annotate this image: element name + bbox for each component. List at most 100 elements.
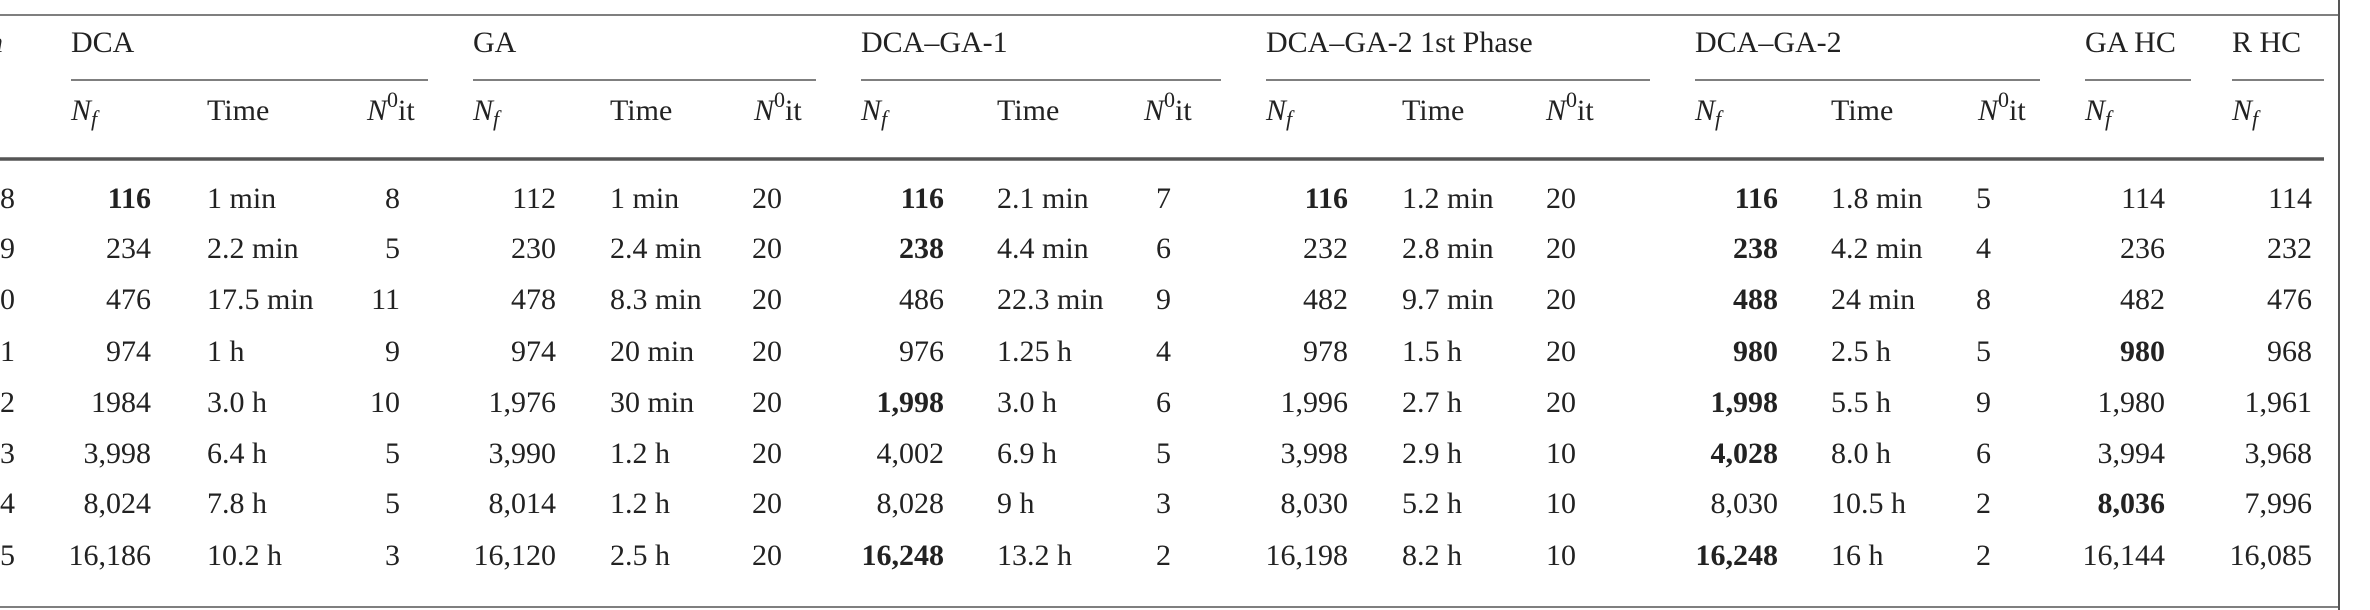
nf-sub: f — [1715, 106, 1724, 131]
cell: 8,024 — [84, 487, 152, 520]
cell: 974 — [511, 335, 556, 368]
iter-rest: it — [1577, 94, 1594, 127]
cell: 5.5 h — [1831, 386, 1891, 419]
iter-sup: 0 — [1164, 87, 1175, 112]
time-header: Time — [1831, 94, 1893, 127]
iter-header: N0it — [753, 87, 802, 127]
cell: 1.25 h — [997, 335, 1072, 368]
group-header: DCA–GA-2 1st Phase — [1266, 26, 1533, 59]
cell: 486 — [899, 283, 944, 316]
iter-rest: it — [785, 94, 802, 127]
cell: 24 min — [1831, 283, 1915, 316]
cell: 2.5 h — [1831, 335, 1891, 368]
cell: 234 — [106, 232, 151, 265]
cell: 16 h — [1831, 539, 1884, 572]
iter-header: N0it — [1977, 87, 2026, 127]
cell: 8.3 min — [610, 283, 702, 316]
nf-sub: f — [2105, 106, 2114, 131]
cell: 3,998 — [1281, 437, 1349, 470]
cell: 30 min — [610, 386, 694, 419]
iter-sup: 0 — [774, 87, 785, 112]
cell: 980 — [1733, 335, 1778, 368]
cell: 1,998 — [1711, 386, 1779, 419]
cell: 10 — [1546, 539, 1576, 572]
cell: 488 — [1733, 283, 1778, 316]
cell: 8 — [1976, 283, 1991, 316]
cell: 482 — [2120, 283, 2165, 316]
row-label: 10 — [0, 283, 15, 316]
cell: 1.2 min — [1402, 182, 1494, 215]
cell: 1,998 — [877, 386, 945, 419]
cell: 2.4 min — [610, 232, 702, 265]
iter-header: N0it — [1143, 87, 1192, 127]
cell: 8,030 — [1711, 487, 1779, 520]
cell: 476 — [106, 283, 151, 316]
cell: 6 — [1156, 232, 1171, 265]
iter-main: N — [1977, 94, 2000, 127]
time-header: Time — [1402, 94, 1464, 127]
nf-header: Nf — [70, 94, 100, 131]
cell: 8.2 h — [1402, 539, 1462, 572]
cell: 238 — [899, 232, 944, 265]
cell: 116 — [1305, 182, 1348, 215]
iter-main: N — [1143, 94, 1166, 127]
row-label: 13 — [0, 437, 15, 470]
cell: 20 min — [610, 335, 694, 368]
cell: 4.4 min — [997, 232, 1089, 265]
cell: 20 — [752, 487, 782, 520]
group-header: GA HC — [2085, 26, 2176, 59]
row-label: 11 — [0, 335, 15, 368]
cell: 3 — [1156, 487, 1171, 520]
group-header: R HC — [2232, 26, 2301, 59]
nf-sub: f — [493, 106, 502, 131]
cell: 16,144 — [2083, 539, 2166, 572]
cell: 1 h — [207, 335, 245, 368]
cell: 114 — [2268, 182, 2312, 215]
cell: 8.0 h — [1831, 437, 1891, 470]
cell: 1,976 — [489, 386, 557, 419]
row-label: 9 — [0, 232, 15, 265]
nf-header: Nf — [2231, 94, 2261, 131]
group-header: GA — [473, 26, 517, 59]
cell: 8 — [385, 182, 400, 215]
cell: 7.8 h — [207, 487, 267, 520]
nf-sub: f — [2252, 106, 2261, 131]
cell: 5 — [1156, 437, 1171, 470]
cell: 1 min — [207, 182, 276, 215]
cell: 13.2 h — [997, 539, 1072, 572]
cell: 10.5 h — [1831, 487, 1906, 520]
cell: 3,990 — [489, 437, 557, 470]
nf-header: Nf — [860, 94, 890, 131]
time-header: Time — [207, 94, 269, 127]
cell: 7 — [1156, 182, 1171, 215]
cell: 20 — [1546, 182, 1576, 215]
cell: 8,014 — [489, 487, 557, 520]
cell: 5 — [385, 232, 400, 265]
n-header: n — [0, 26, 3, 59]
iter-sup: 0 — [387, 87, 398, 112]
cell: 116 — [1735, 182, 1778, 215]
cell: 4,028 — [1711, 437, 1779, 470]
cell: 1,980 — [2098, 386, 2166, 419]
cell: 10.2 h — [207, 539, 282, 572]
nf-sub: f — [91, 106, 100, 131]
cell: 1 min — [610, 182, 679, 215]
iter-main: N — [1545, 94, 1568, 127]
nf-main: N — [1694, 94, 1717, 127]
cell: 232 — [2267, 232, 2312, 265]
cell: 232 — [1303, 232, 1348, 265]
cell: 20 — [1546, 232, 1576, 265]
cell: 20 — [752, 539, 782, 572]
cell: 8,028 — [877, 487, 945, 520]
cell: 980 — [2120, 335, 2165, 368]
cell: 20 — [752, 335, 782, 368]
cell: 2.1 min — [997, 182, 1089, 215]
row-label: 14 — [0, 487, 15, 520]
cell: 5 — [1976, 335, 1991, 368]
cell: 3,994 — [2098, 437, 2166, 470]
cell: 2 — [1156, 539, 1171, 572]
time-header: Time — [610, 94, 672, 127]
cell: 16,120 — [474, 539, 557, 572]
cell: 4 — [1976, 232, 1991, 265]
